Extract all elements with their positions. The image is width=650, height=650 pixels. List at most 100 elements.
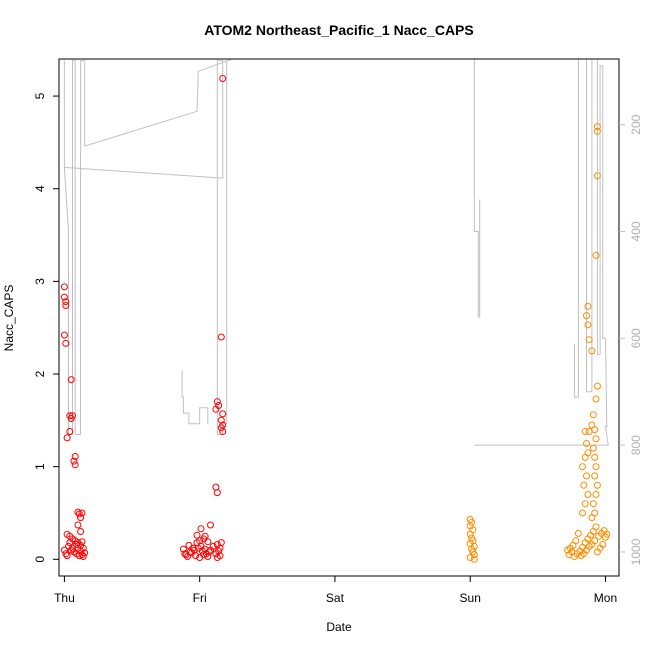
data-point	[205, 548, 213, 556]
data-point	[77, 514, 85, 522]
data-point	[204, 538, 212, 546]
data-point	[62, 550, 70, 558]
data-point	[583, 440, 590, 447]
data-point	[81, 549, 89, 557]
data-point	[470, 555, 478, 563]
data-point	[584, 449, 592, 457]
data-point	[580, 481, 588, 489]
secondary-lines	[63, 58, 609, 446]
data-point	[584, 302, 592, 310]
data-point	[217, 333, 225, 341]
y-tick-label: 1	[33, 463, 47, 470]
data-point	[200, 551, 208, 559]
secondary-series-line-4	[474, 58, 609, 446]
data-point	[585, 336, 593, 344]
data-point	[592, 523, 600, 531]
data-point	[60, 283, 68, 291]
x-tick-label: Sun	[460, 591, 481, 605]
data-point	[213, 541, 221, 548]
data-point	[62, 298, 70, 306]
data-point	[592, 435, 600, 443]
y-tick-label: 3	[33, 278, 47, 285]
data-point	[217, 539, 225, 547]
data-point	[212, 405, 220, 413]
data-point	[217, 416, 225, 424]
data-point	[589, 411, 597, 419]
data-points	[60, 75, 611, 563]
data-point	[69, 412, 76, 420]
data-point	[213, 398, 221, 406]
x-tick-label: Mon	[594, 591, 617, 605]
data-point	[207, 521, 214, 529]
data-point	[591, 426, 599, 434]
data-point	[60, 331, 68, 339]
data-point	[196, 537, 204, 545]
data-point	[213, 489, 221, 497]
x-tick-label: Sat	[326, 591, 345, 605]
data-point	[74, 508, 82, 516]
data-point	[79, 553, 87, 560]
data-point	[66, 539, 74, 547]
data-point	[71, 461, 79, 469]
x-tick-label: Thu	[54, 591, 75, 605]
data-point	[179, 545, 187, 553]
data-point	[593, 481, 601, 489]
plot-area	[60, 58, 611, 563]
data-point	[591, 472, 599, 480]
data-point	[579, 509, 586, 517]
x-axis-label: Date	[326, 620, 352, 634]
data-point	[584, 491, 592, 498]
x-axis: Thu Fri Sat Sun Mon	[54, 576, 617, 605]
data-point	[209, 542, 217, 550]
y-tick-label: 5	[33, 92, 47, 99]
data-point	[466, 530, 474, 538]
secondary-series-line-0	[63, 58, 480, 435]
data-point	[592, 251, 600, 259]
data-point	[70, 457, 78, 465]
data-point	[213, 554, 221, 561]
data-point	[583, 472, 590, 480]
data-point	[62, 339, 70, 347]
data-point	[468, 518, 476, 526]
data-point	[583, 312, 590, 320]
data-point	[579, 463, 586, 471]
data-point	[588, 347, 596, 355]
data-point	[192, 552, 200, 560]
secondary-series-line-3	[473, 59, 481, 318]
data-point	[574, 529, 582, 537]
data-point	[189, 544, 197, 552]
y2-tick-label: 800	[629, 435, 643, 455]
data-point	[74, 521, 82, 529]
data-point	[181, 550, 189, 558]
data-point	[219, 75, 227, 82]
data-point	[581, 500, 589, 508]
data-point	[77, 528, 85, 535]
data-point	[62, 302, 70, 309]
data-point	[66, 428, 74, 435]
data-point	[592, 395, 600, 403]
data-point	[589, 444, 597, 452]
plot-frame	[58, 58, 620, 577]
y-axis: 0 1 2 3 4 5	[33, 92, 59, 563]
data-point	[204, 553, 212, 560]
data-point	[593, 127, 601, 135]
data-point	[593, 123, 601, 131]
data-point	[572, 537, 580, 545]
data-point	[602, 533, 609, 541]
data-point	[217, 424, 225, 432]
y2-tick-label: 400	[629, 221, 643, 241]
data-point	[219, 428, 227, 435]
data-point	[581, 428, 589, 435]
data-point	[71, 453, 79, 460]
secondary-y-axis: 200 400 600 800 1000	[619, 114, 643, 565]
data-point	[584, 321, 592, 329]
chart-title: ATOM2 Northeast_Pacific_1 Nacc_CAPS	[204, 22, 473, 38]
y-tick-label: 4	[33, 185, 47, 192]
x-tick-label: Fri	[193, 591, 207, 605]
y-tick-label: 0	[33, 556, 47, 563]
data-point	[60, 546, 68, 554]
data-point	[60, 293, 68, 301]
data-point	[63, 434, 71, 442]
data-point	[593, 382, 601, 390]
